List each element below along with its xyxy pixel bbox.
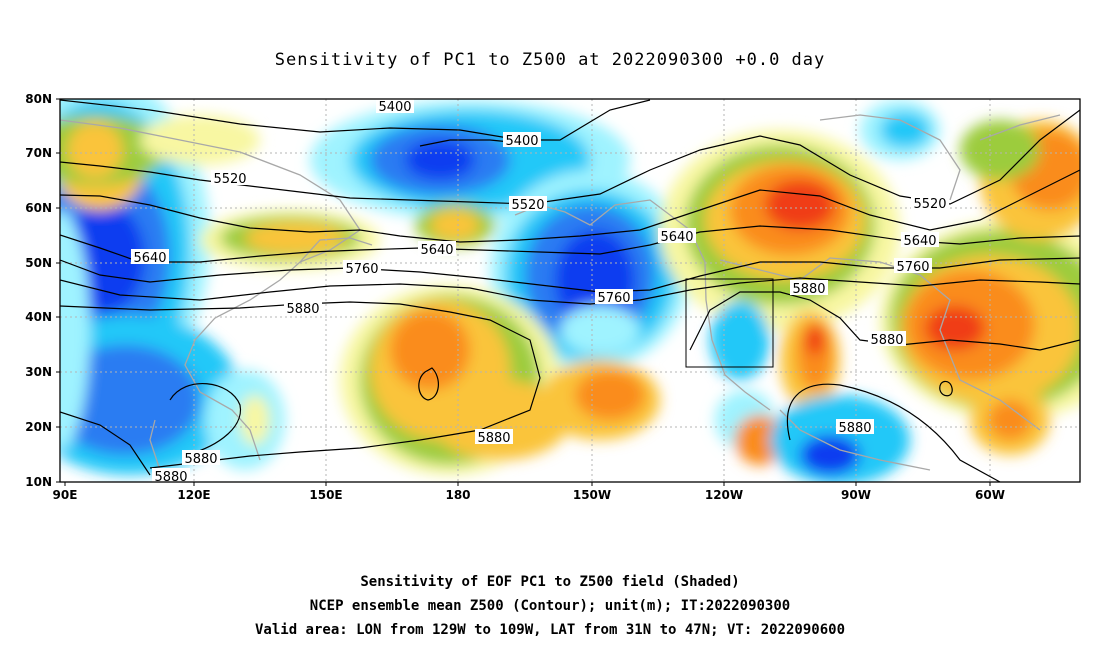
contour-label: 5760 <box>345 262 378 277</box>
contour-5880-hi <box>939 380 953 397</box>
contour-label: 5520 <box>913 197 946 212</box>
contour-label: 5640 <box>903 234 936 249</box>
lon-tick-label: 150E <box>309 488 342 502</box>
coastlines <box>60 114 1061 471</box>
contour-label: 5520 <box>511 198 544 213</box>
contour-label: 5760 <box>896 260 929 275</box>
axis-ticks: 90E 120E 150E 180 150W 120W 90W 60W 10N 20N 30N 40N… <box>25 92 1005 502</box>
lon-tick-label: 60W <box>975 488 1005 502</box>
lat-tick-label: 10N <box>25 475 52 489</box>
lat-tick-label: 70N <box>25 146 52 160</box>
contour-5640 <box>60 225 1080 263</box>
lon-tick-label: 120E <box>177 488 210 502</box>
contour-5880-loop <box>418 367 439 401</box>
contour-label: 5760 <box>597 291 630 306</box>
lon-tick-label: 120W <box>705 488 743 502</box>
contour-5880-atl <box>786 383 1001 482</box>
contour-label: 5640 <box>133 251 166 266</box>
contour-label: 5880 <box>838 421 871 436</box>
contour-label: 5880 <box>184 452 217 467</box>
contour-labels: 5400 5400 5520 5520 5520 5640 5640 5640 5640 5760… <box>131 98 949 485</box>
lat-tick-label: 20N <box>25 420 52 434</box>
contour-label: 5880 <box>286 302 319 317</box>
contour-5760 <box>60 257 1080 293</box>
lat-tick-label: 40N <box>25 310 52 324</box>
shaded-sensitivity-field <box>60 99 1080 482</box>
lat-tick-label: 80N <box>25 92 52 106</box>
contour-label: 5640 <box>420 243 453 258</box>
contour-label: 5400 <box>378 100 411 115</box>
contour-label: 5520 <box>213 172 246 187</box>
contour-5520-b <box>60 169 1080 243</box>
contour-5880-east <box>689 291 1080 351</box>
caption-line-2: NCEP ensemble mean Z500 (Contour); unit(… <box>309 598 791 614</box>
contour-label: 5880 <box>792 282 825 297</box>
contour-label: 5400 <box>505 134 538 149</box>
lat-tick-label: 60N <box>25 201 52 215</box>
contour-5880-ring <box>169 382 241 456</box>
caption-line-1: Sensitivity of EOF PC1 to Z500 field (Sh… <box>360 574 740 590</box>
plot-title: Sensitivity of PC1 to Z500 at 2022090300… <box>274 50 826 70</box>
map-frame <box>59 98 1081 483</box>
lon-tick-label: 180 <box>445 488 470 502</box>
contour-5880-south <box>60 411 151 476</box>
lat-tick-label: 50N <box>25 256 52 270</box>
contour-5400 <box>60 99 651 141</box>
lon-tick-label: 90E <box>53 488 78 502</box>
lat-tick-label: 30N <box>25 365 52 379</box>
lon-tick-label: 90W <box>841 488 871 502</box>
z500-contours <box>60 99 1080 482</box>
caption-line-3: Valid area: LON from 129W to 109W, LAT f… <box>254 622 845 638</box>
contour-label: 5880 <box>870 333 903 348</box>
contour-label: 5640 <box>660 230 693 245</box>
contour-label: 5880 <box>154 470 187 485</box>
lon-tick-label: 150W <box>573 488 611 502</box>
valid-area-box <box>685 278 774 368</box>
contour-label: 5880 <box>477 431 510 446</box>
